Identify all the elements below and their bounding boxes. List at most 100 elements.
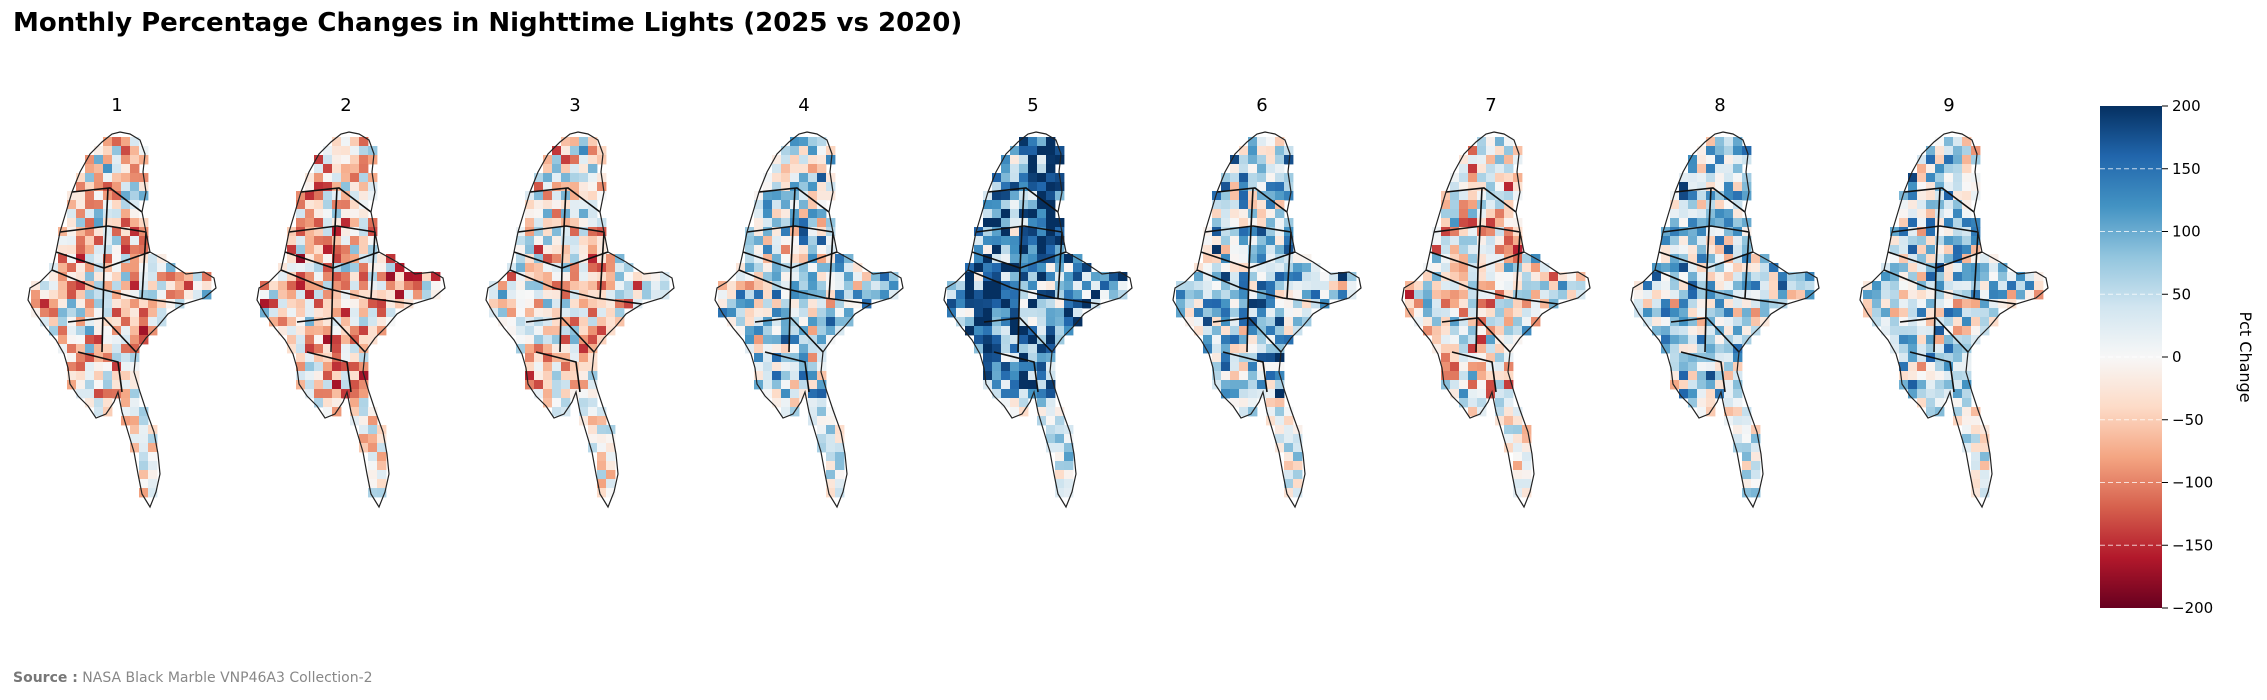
region-cell bbox=[983, 281, 993, 291]
region-cell bbox=[1908, 263, 1918, 273]
region-cell bbox=[1046, 200, 1056, 210]
region-cell bbox=[1239, 146, 1249, 156]
state-border bbox=[1246, 187, 1254, 353]
region-cell bbox=[1064, 470, 1074, 480]
region-cell bbox=[1953, 200, 1963, 210]
region-cell bbox=[1953, 146, 1963, 156]
region-cell bbox=[1459, 317, 1469, 327]
map-panel: 8 bbox=[1630, 95, 1820, 509]
region-cell bbox=[130, 254, 140, 264]
region-cell bbox=[1091, 272, 1101, 282]
region-cell bbox=[1212, 281, 1222, 291]
region-cell bbox=[1001, 317, 1011, 327]
region-cell bbox=[1944, 317, 1954, 327]
region-cell bbox=[305, 326, 315, 336]
region-cell bbox=[853, 281, 863, 291]
region-cell bbox=[1459, 245, 1469, 255]
region-cell bbox=[76, 236, 86, 246]
region-cell bbox=[175, 281, 185, 291]
region-cell bbox=[1724, 308, 1734, 318]
region-cell bbox=[606, 254, 616, 264]
region-cell bbox=[808, 137, 818, 147]
region-cell bbox=[781, 308, 791, 318]
region-cell bbox=[1679, 182, 1689, 192]
country-outline bbox=[27, 131, 217, 509]
region-cell bbox=[1212, 272, 1222, 282]
region-cell bbox=[1468, 209, 1478, 219]
region-cell bbox=[799, 335, 809, 345]
region-cell bbox=[1944, 272, 1954, 282]
region-cell bbox=[1028, 344, 1038, 354]
region-cell bbox=[1724, 353, 1734, 363]
region-cell bbox=[1477, 362, 1487, 372]
region-cell bbox=[1432, 245, 1442, 255]
region-cell bbox=[826, 425, 836, 435]
region-cell bbox=[112, 173, 122, 183]
region-cell bbox=[1670, 227, 1680, 237]
region-cell bbox=[534, 245, 544, 255]
region-cell bbox=[1926, 236, 1936, 246]
region-cell bbox=[112, 281, 122, 291]
region-cell bbox=[1706, 353, 1716, 363]
region-cell bbox=[1468, 182, 1478, 192]
region-cell bbox=[1899, 281, 1909, 291]
region-cell bbox=[1441, 281, 1451, 291]
region-cell bbox=[1028, 353, 1038, 363]
region-cell bbox=[1953, 209, 1963, 219]
region-cell bbox=[772, 362, 782, 372]
region-cell bbox=[974, 245, 984, 255]
region-cell bbox=[1706, 227, 1716, 237]
region-cell bbox=[350, 164, 360, 174]
region-cell bbox=[1432, 290, 1442, 300]
region-cell bbox=[1661, 335, 1671, 345]
region-cell bbox=[1989, 263, 1999, 273]
region-cell bbox=[1329, 281, 1339, 291]
region-cell bbox=[157, 290, 167, 300]
colorbar-label: Pct Change bbox=[2236, 311, 2255, 402]
region-cell bbox=[561, 272, 571, 282]
region-cell bbox=[76, 227, 86, 237]
region-cell bbox=[341, 218, 351, 228]
panel-label: 6 bbox=[1256, 95, 1267, 116]
region-cell bbox=[1293, 272, 1303, 282]
region-cell bbox=[1221, 191, 1231, 201]
region-cell bbox=[332, 308, 342, 318]
region-cell bbox=[1486, 263, 1496, 273]
region-cell bbox=[1037, 326, 1047, 336]
region-cell bbox=[350, 137, 360, 147]
region-cell bbox=[992, 317, 1002, 327]
region-cell bbox=[1284, 317, 1294, 327]
region-cell bbox=[956, 281, 966, 291]
region-cell bbox=[359, 443, 369, 453]
region-cell bbox=[1944, 200, 1954, 210]
region-cell bbox=[1266, 236, 1276, 246]
region-cell bbox=[103, 209, 113, 219]
region-cell bbox=[763, 254, 773, 264]
region-cell bbox=[992, 236, 1002, 246]
colorbar-tick-label: 100 bbox=[2172, 223, 2201, 241]
region-cell bbox=[965, 308, 975, 318]
region-cell bbox=[1230, 353, 1240, 363]
region-cell bbox=[1935, 173, 1945, 183]
region-cell bbox=[808, 371, 818, 381]
region-cell bbox=[561, 227, 571, 237]
region-cell bbox=[1423, 290, 1433, 300]
region-cell bbox=[287, 281, 297, 291]
region-cell bbox=[1688, 155, 1698, 165]
region-cell bbox=[31, 281, 41, 291]
region-cell bbox=[1275, 137, 1285, 147]
region-cell bbox=[606, 443, 616, 453]
region-cell bbox=[826, 326, 836, 336]
region-cell bbox=[1935, 263, 1945, 273]
region-cell bbox=[1109, 281, 1119, 291]
region-cell bbox=[1962, 425, 1972, 435]
region-cell bbox=[1706, 236, 1716, 246]
region-cell bbox=[1028, 272, 1038, 282]
region-cell bbox=[1082, 290, 1092, 300]
region-cell bbox=[588, 200, 598, 210]
region-cell bbox=[1257, 182, 1267, 192]
region-cell bbox=[579, 263, 589, 273]
region-cell bbox=[2007, 290, 2017, 300]
region-cell bbox=[974, 299, 984, 309]
region-cell bbox=[1230, 173, 1240, 183]
